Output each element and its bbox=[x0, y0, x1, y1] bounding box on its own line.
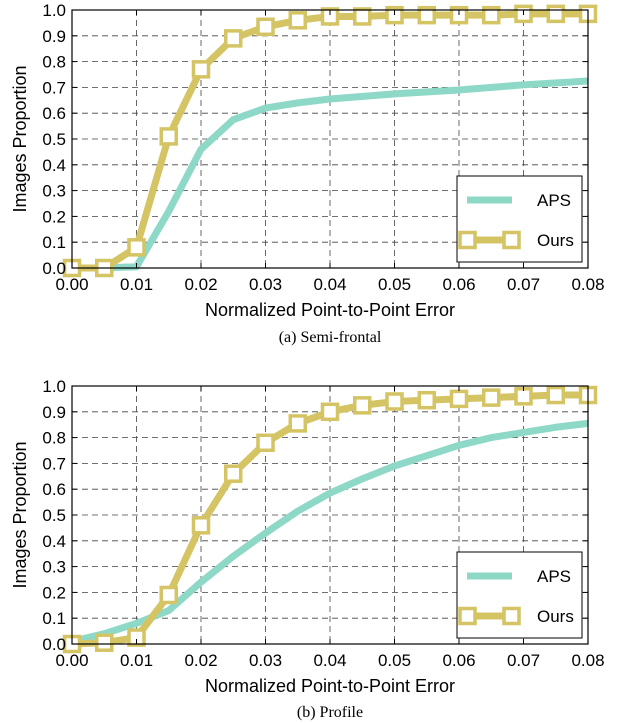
y-tick-label: 0.3 bbox=[42, 182, 66, 201]
data-point bbox=[256, 433, 275, 453]
series-group bbox=[62, 385, 598, 654]
data-point bbox=[449, 389, 469, 409]
x-tick-label: 0.02 bbox=[184, 275, 217, 294]
y-tick-label: 0.8 bbox=[42, 429, 66, 448]
x-tick-label: 0.05 bbox=[378, 275, 411, 294]
legend: APS Ours bbox=[456, 551, 583, 639]
x-axis-title: Normalized Point-to-Point Error bbox=[205, 676, 455, 696]
y-tick-label: 0.4 bbox=[42, 532, 66, 551]
data-point bbox=[449, 5, 469, 25]
legend-marker bbox=[458, 606, 477, 626]
data-point bbox=[191, 60, 211, 79]
legend-marker bbox=[502, 606, 521, 626]
x-tick-label: 0.00 bbox=[55, 275, 88, 294]
x-tick-label: 0.03 bbox=[249, 651, 282, 670]
y-axis-title: Images Proportion bbox=[10, 441, 30, 588]
y-tick-label: 0.6 bbox=[42, 104, 66, 123]
y-tick-label: 0.1 bbox=[42, 609, 66, 628]
data-point bbox=[353, 7, 372, 26]
x-axis-title: Normalized Point-to-Point Error bbox=[205, 300, 455, 320]
y-tick-label: 0.9 bbox=[42, 27, 66, 46]
x-tick-label: 0.00 bbox=[55, 651, 88, 670]
data-point bbox=[127, 238, 146, 257]
series-ours bbox=[62, 4, 598, 278]
legend-label: APS bbox=[537, 567, 571, 586]
y-tick-label: 0.0 bbox=[42, 259, 66, 278]
data-point bbox=[159, 127, 178, 146]
x-tick-label: 0.05 bbox=[378, 651, 411, 670]
data-point bbox=[514, 387, 533, 406]
y-tick-label: 0.0 bbox=[42, 635, 66, 654]
y-tick-label: 0.3 bbox=[42, 558, 66, 577]
data-point bbox=[546, 4, 565, 24]
data-point bbox=[482, 5, 501, 25]
y-tick-label: 1.0 bbox=[42, 1, 66, 20]
x-tick-label: 0.01 bbox=[120, 651, 153, 670]
y-tick-label: 0.5 bbox=[42, 506, 66, 525]
x-tick-label: 0.06 bbox=[442, 275, 475, 294]
data-point bbox=[320, 402, 340, 422]
legend-entry-ours: Ours bbox=[458, 606, 574, 626]
x-tick-label: 0.08 bbox=[571, 651, 604, 670]
data-point bbox=[256, 17, 275, 37]
series-ours bbox=[62, 385, 598, 654]
x-tick-label: 0.01 bbox=[120, 275, 153, 294]
data-point bbox=[224, 464, 243, 483]
legend-label: Ours bbox=[537, 231, 574, 250]
data-point bbox=[385, 5, 404, 25]
data-point bbox=[417, 5, 436, 25]
y-tick-label: 0.5 bbox=[42, 130, 66, 149]
y-tick-label: 0.4 bbox=[42, 156, 66, 175]
legend-entry-aps: APS bbox=[467, 191, 571, 210]
x-axis: 0.00 0.01 0.02 0.03 0.04 0.05 0.06 0.07 0.08 bbox=[55, 386, 605, 670]
data-point bbox=[288, 11, 307, 30]
legend-entry-aps: APS bbox=[467, 567, 571, 586]
x-tick-label: 0.07 bbox=[507, 651, 540, 670]
y-tick-label: 0.1 bbox=[42, 233, 66, 252]
data-point bbox=[127, 628, 146, 647]
chart-a: 0.00 0.01 0.02 0.03 0.04 0.05 0.06 0.07 0.080.00… bbox=[10, 1, 605, 346]
legend-marker bbox=[458, 230, 477, 250]
data-point bbox=[320, 7, 340, 26]
y-tick-label: 0.8 bbox=[42, 53, 66, 72]
x-tick-label: 0.07 bbox=[507, 275, 540, 294]
data-point bbox=[224, 29, 243, 48]
data-point bbox=[417, 390, 436, 410]
data-point bbox=[482, 388, 501, 407]
y-axis-title: Images Proportion bbox=[10, 65, 30, 212]
x-tick-label: 0.04 bbox=[313, 651, 346, 670]
y-tick-label: 0.7 bbox=[42, 78, 66, 97]
x-axis: 0.00 0.01 0.02 0.03 0.04 0.05 0.06 0.07 0.08 bbox=[55, 10, 605, 294]
chart-caption: (a) Semi-frontal bbox=[279, 329, 382, 346]
legend: APS Ours bbox=[456, 175, 583, 263]
data-point bbox=[288, 414, 307, 433]
y-tick-label: 0.7 bbox=[42, 454, 66, 473]
data-point bbox=[159, 585, 178, 605]
y-tick-label: 0.6 bbox=[42, 480, 66, 499]
data-point bbox=[353, 396, 372, 415]
x-tick-label: 0.06 bbox=[442, 651, 475, 670]
data-point bbox=[385, 392, 404, 411]
y-tick-label: 0.9 bbox=[42, 403, 66, 422]
y-tick-label: 1.0 bbox=[42, 377, 66, 396]
chart-caption: (b) Profile bbox=[297, 704, 363, 721]
x-tick-label: 0.04 bbox=[313, 275, 346, 294]
chart-b: 0.00 0.01 0.02 0.03 0.04 0.05 0.06 0.07 0.080.00… bbox=[10, 377, 605, 721]
data-point bbox=[95, 633, 114, 652]
x-tick-label: 0.02 bbox=[184, 651, 217, 670]
y-tick-label: 0.2 bbox=[42, 207, 66, 226]
y-axis: 0.0 0.1 0.2 0.3 0.4 0.5 0.6 0.7 0.8 0.9 1.0 bbox=[42, 1, 588, 278]
y-tick-label: 0.2 bbox=[42, 583, 66, 602]
legend-label: Ours bbox=[537, 607, 574, 626]
x-tick-label: 0.03 bbox=[249, 275, 282, 294]
legend-marker bbox=[502, 230, 521, 250]
legend-label: APS bbox=[537, 191, 571, 210]
data-point bbox=[191, 516, 211, 535]
data-point bbox=[546, 385, 565, 405]
y-axis: 0.0 0.1 0.2 0.3 0.4 0.5 0.6 0.7 0.8 0.9 1.0 bbox=[42, 377, 588, 654]
legend-entry-ours: Ours bbox=[458, 230, 574, 250]
x-tick-label: 0.08 bbox=[571, 275, 604, 294]
